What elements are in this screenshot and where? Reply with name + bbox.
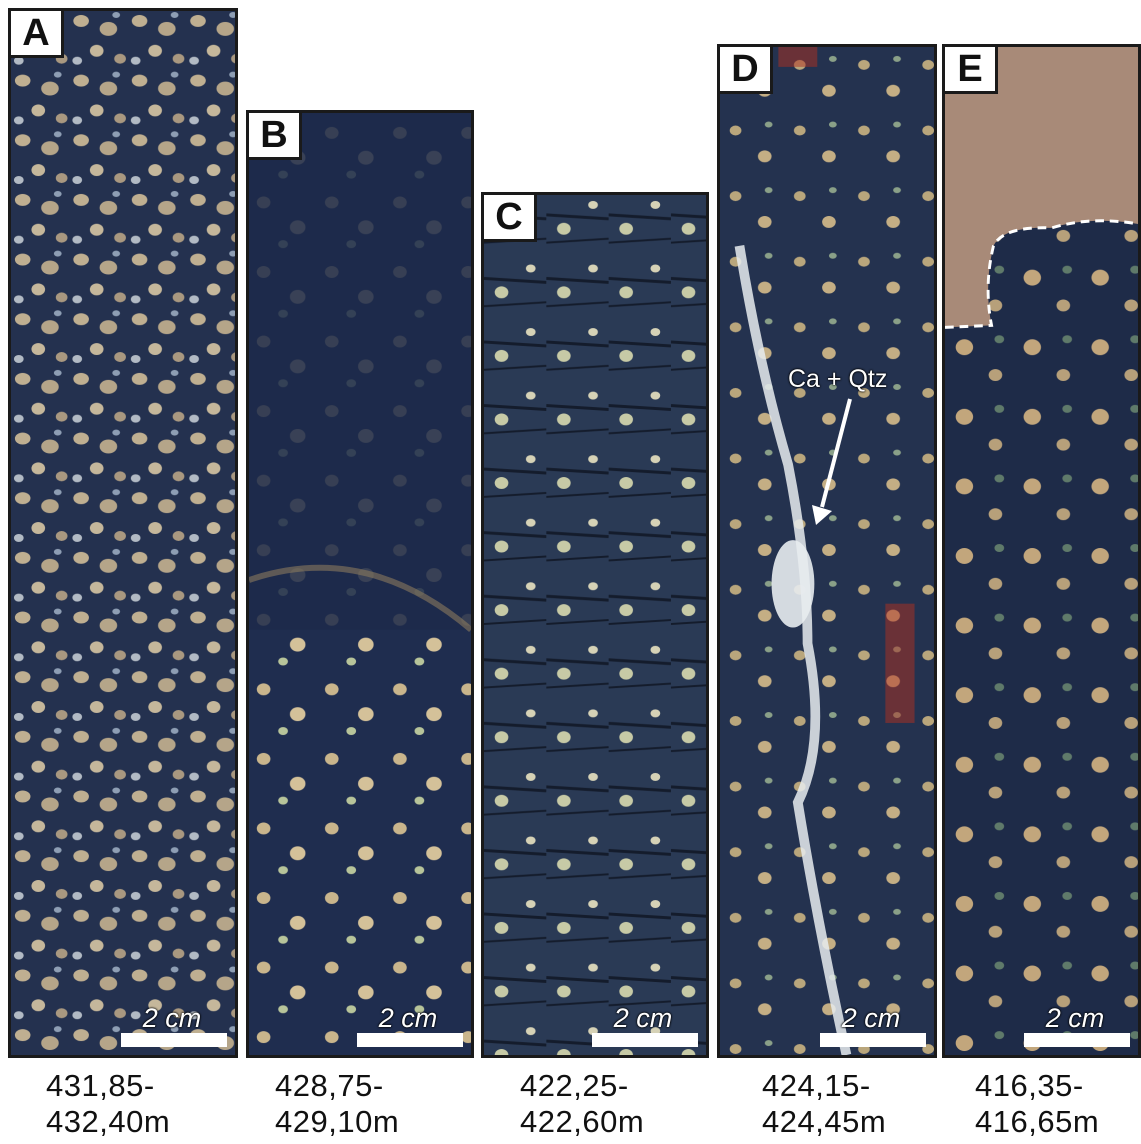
core-panel-c: C 2 cm <box>481 192 709 1058</box>
depth-top-e: 416,35- <box>975 1068 1084 1103</box>
depth-caption-e: 416,35- 416,65m <box>975 1068 1099 1140</box>
scale-bar-e <box>1024 1033 1130 1047</box>
depth-bottom-a: 432,40m <box>46 1104 171 1139</box>
depth-caption-d: 424,15- 424,45m <box>762 1068 886 1140</box>
depth-bottom-e: 416,65m <box>975 1104 1100 1139</box>
panel-letter-c: C <box>484 195 537 242</box>
scale-label-e: 2 cm <box>1045 1003 1105 1033</box>
depth-bottom-c: 422,60m <box>520 1104 645 1139</box>
depth-caption-a: 431,85- 432,40m <box>46 1068 170 1140</box>
panel-letter-e: E <box>945 47 998 94</box>
scale-bar-a <box>121 1033 227 1047</box>
core-panel-d: D Ca + Qtz 2 cm <box>717 44 937 1058</box>
core-photo-b <box>249 113 471 1055</box>
depth-top-c: 422,25- <box>520 1068 629 1103</box>
core-panel-a: A 2 cm <box>8 8 238 1058</box>
depth-bottom-d: 424,45m <box>762 1104 887 1139</box>
depth-top-a: 431,85- <box>46 1068 155 1103</box>
depth-caption-b: 428,75- 429,10m <box>275 1068 399 1140</box>
depth-bottom-b: 429,10m <box>275 1104 400 1139</box>
scale-bar-c <box>592 1033 698 1047</box>
panel-letter-d: D <box>720 47 773 94</box>
core-photo-c <box>484 195 706 1055</box>
scale-label-b: 2 cm <box>378 1003 438 1033</box>
scale-label-d: 2 cm <box>841 1003 901 1033</box>
vein-arrow-icon <box>812 398 852 525</box>
scale-bar-b <box>357 1033 463 1047</box>
panel-letter-a: A <box>11 11 64 58</box>
scale-bar-d <box>820 1033 926 1047</box>
core-photo-d <box>720 47 934 1055</box>
vein-annotation-label: Ca + Qtz <box>788 365 888 393</box>
depth-caption-c: 422,25- 422,60m <box>520 1068 644 1140</box>
depth-top-b: 428,75- <box>275 1068 384 1103</box>
core-panel-b: B 2 cm <box>246 110 474 1058</box>
scale-label-a: 2 cm <box>142 1003 202 1033</box>
panel-letter-b: B <box>249 113 302 160</box>
scale-label-c: 2 cm <box>613 1003 673 1033</box>
core-photo-a <box>11 11 235 1055</box>
depth-top-d: 424,15- <box>762 1068 871 1103</box>
core-panel-e: E 2 cm <box>942 44 1141 1058</box>
core-photo-e <box>945 47 1138 1055</box>
